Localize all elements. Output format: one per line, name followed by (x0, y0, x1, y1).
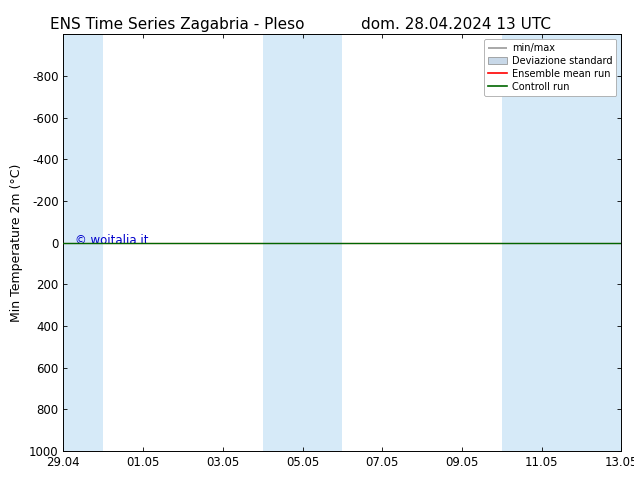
Bar (63, 34, 103, 451)
Bar (262, 34, 342, 451)
Text: ENS Time Series Zagabria - Pleso: ENS Time Series Zagabria - Pleso (50, 17, 305, 32)
Bar (501, 34, 621, 451)
Text: © woitalia.it: © woitalia.it (75, 234, 148, 247)
Text: dom. 28.04.2024 13 UTC: dom. 28.04.2024 13 UTC (361, 17, 552, 32)
Y-axis label: Min Temperature 2m (°C): Min Temperature 2m (°C) (10, 163, 23, 322)
Legend: min/max, Deviazione standard, Ensemble mean run, Controll run: min/max, Deviazione standard, Ensemble m… (484, 39, 616, 96)
